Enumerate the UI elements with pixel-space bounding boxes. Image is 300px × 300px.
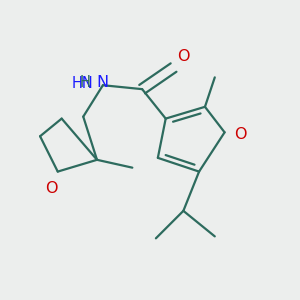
Text: HN: HN [71,76,93,91]
Text: N: N [97,75,109,90]
Text: O: O [46,182,58,196]
Text: H: H [80,75,91,90]
Text: O: O [234,127,247,142]
Text: O: O [178,49,190,64]
